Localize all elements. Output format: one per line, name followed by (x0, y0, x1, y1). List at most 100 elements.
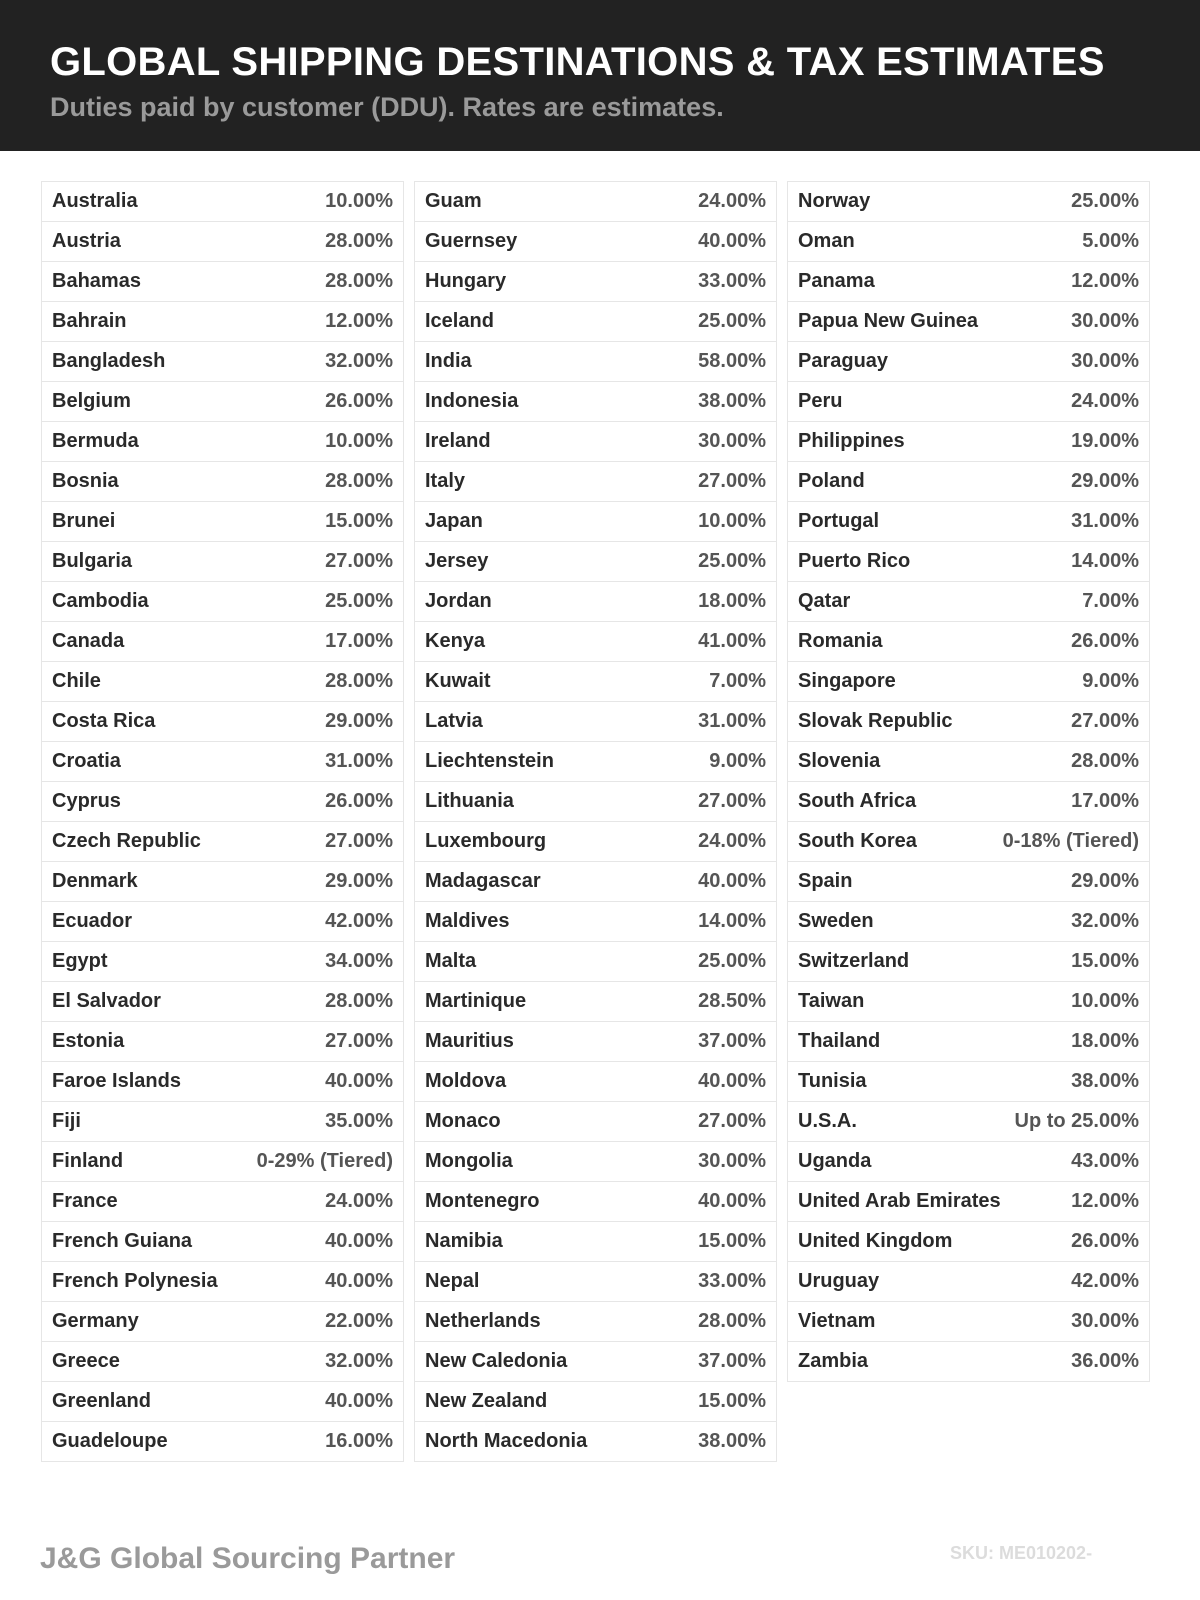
table-row: Latvia 31.00% (415, 702, 776, 742)
country-name: Taiwan (798, 990, 865, 1012)
country-name: Bangladesh (52, 350, 166, 372)
tax-rate: 22.00% (325, 1310, 393, 1332)
country-name: El Salvador (52, 990, 161, 1012)
table-row: Switzerland 15.00% (788, 942, 1149, 982)
country-name: French Guiana (52, 1230, 193, 1252)
country-name: Guadeloupe (52, 1430, 168, 1452)
table-row: Guadeloupe 16.00% (42, 1422, 403, 1462)
country-name: Guernsey (425, 230, 518, 252)
country-name: Bulgaria (52, 550, 133, 572)
table-row: Philippines 19.00% (788, 422, 1149, 462)
tax-rate: 7.00% (1082, 590, 1139, 612)
tax-rate: 14.00% (698, 910, 766, 932)
country-name: Netherlands (425, 1310, 541, 1332)
country-name: Ecuador (52, 910, 133, 932)
tax-rate: 26.00% (1071, 630, 1139, 652)
table-row: Faroe Islands 40.00% (42, 1062, 403, 1102)
country-name: Finland (52, 1150, 124, 1172)
country-name: Portugal (798, 510, 880, 532)
tax-rate: 15.00% (325, 510, 393, 532)
country-name: Cyprus (52, 790, 121, 812)
tax-rate: 17.00% (325, 630, 393, 652)
country-name: Greece (52, 1350, 120, 1372)
country-name: Latvia (425, 710, 483, 732)
table-row: Guernsey 40.00% (415, 222, 776, 262)
tax-rate: 42.00% (1071, 1270, 1139, 1292)
tax-rate: 28.00% (698, 1310, 766, 1332)
country-name: Bosnia (52, 470, 119, 492)
table-row: Portugal 31.00% (788, 502, 1149, 542)
table-row: Malta 25.00% (415, 942, 776, 982)
country-name: Greenland (52, 1390, 151, 1412)
country-name: French Polynesia (52, 1270, 218, 1292)
table-row: Monaco 27.00% (415, 1102, 776, 1142)
country-name: Belgium (52, 390, 131, 412)
tax-rate: 24.00% (1071, 390, 1139, 412)
tax-rate: 40.00% (698, 230, 766, 252)
page-subtitle: Duties paid by customer (DDU). Rates are… (50, 92, 724, 122)
tax-rate: 29.00% (1071, 870, 1139, 892)
tax-rate: 26.00% (325, 390, 393, 412)
country-name: Romania (798, 630, 883, 652)
tax-rate: 35.00% (325, 1110, 393, 1132)
table-row: Uruguay 42.00% (788, 1262, 1149, 1302)
country-name: Czech Republic (52, 830, 201, 852)
country-name: Bahamas (52, 270, 141, 292)
country-name: Costa Rica (52, 710, 156, 732)
rates-column-2: Guam 24.00% Guernsey 40.00% Hungary 33.00% Ice… (414, 181, 777, 1462)
table-row: Martinique 28.50% (415, 982, 776, 1022)
table-row: New Zealand 15.00% (415, 1382, 776, 1422)
table-row: South Africa 17.00% (788, 782, 1149, 822)
tax-rate: 40.00% (325, 1230, 393, 1252)
tax-rate: 18.00% (1071, 1030, 1139, 1052)
tax-rate: 40.00% (698, 870, 766, 892)
table-row: Fiji 35.00% (42, 1102, 403, 1142)
tax-rate: 25.00% (1071, 190, 1139, 212)
table-row: Oman 5.00% (788, 222, 1149, 262)
table-row: Bahamas 28.00% (42, 262, 403, 302)
table-row: Qatar 7.00% (788, 582, 1149, 622)
table-row: Slovak Republic 27.00% (788, 702, 1149, 742)
tax-rate: 30.00% (698, 1150, 766, 1172)
tax-rate: 17.00% (1071, 790, 1139, 812)
country-name: Cambodia (52, 590, 149, 612)
table-row: Guam 24.00% (415, 182, 776, 222)
table-row: Mongolia 30.00% (415, 1142, 776, 1182)
country-name: New Caledonia (425, 1350, 568, 1372)
tax-rate: 29.00% (1071, 470, 1139, 492)
table-row: Belgium 26.00% (42, 382, 403, 422)
tax-rate: 12.00% (1071, 1190, 1139, 1212)
table-row: Iceland 25.00% (415, 302, 776, 342)
country-name: Lithuania (425, 790, 514, 812)
tax-rate: 26.00% (325, 790, 393, 812)
tax-rate: 27.00% (325, 1030, 393, 1052)
table-row: Italy 27.00% (415, 462, 776, 502)
rates-column-1: Australia 10.00% Austria 28.00% Bahamas 28.00… (41, 181, 404, 1462)
country-name: Kuwait (425, 670, 491, 692)
country-name: Poland (798, 470, 865, 492)
tax-rate: 10.00% (698, 510, 766, 532)
tax-rate: 30.00% (1071, 350, 1139, 372)
tax-rate: 27.00% (698, 790, 766, 812)
table-row: Bosnia 28.00% (42, 462, 403, 502)
table-row: Chile 28.00% (42, 662, 403, 702)
table-row: United Kingdom 26.00% (788, 1222, 1149, 1262)
country-name: Norway (798, 190, 871, 212)
tax-rate: 38.00% (1071, 1070, 1139, 1092)
tax-rate: 33.00% (698, 1270, 766, 1292)
tax-rate: 41.00% (698, 630, 766, 652)
table-row: Papua New Guinea 30.00% (788, 302, 1149, 342)
tax-rate: 0-18% (Tiered) (1002, 830, 1139, 852)
country-name: Liechtenstein (425, 750, 554, 772)
table-row: New Caledonia 37.00% (415, 1342, 776, 1382)
tax-rate: 40.00% (325, 1390, 393, 1412)
table-row: Spain 29.00% (788, 862, 1149, 902)
table-row: Bangladesh 32.00% (42, 342, 403, 382)
country-name: India (425, 350, 472, 372)
table-row: Puerto Rico 14.00% (788, 542, 1149, 582)
table-row: Poland 29.00% (788, 462, 1149, 502)
tax-rate: 32.00% (325, 350, 393, 372)
country-name: Papua New Guinea (798, 310, 979, 332)
table-row: Slovenia 28.00% (788, 742, 1149, 782)
country-name: Martinique (425, 990, 527, 1012)
